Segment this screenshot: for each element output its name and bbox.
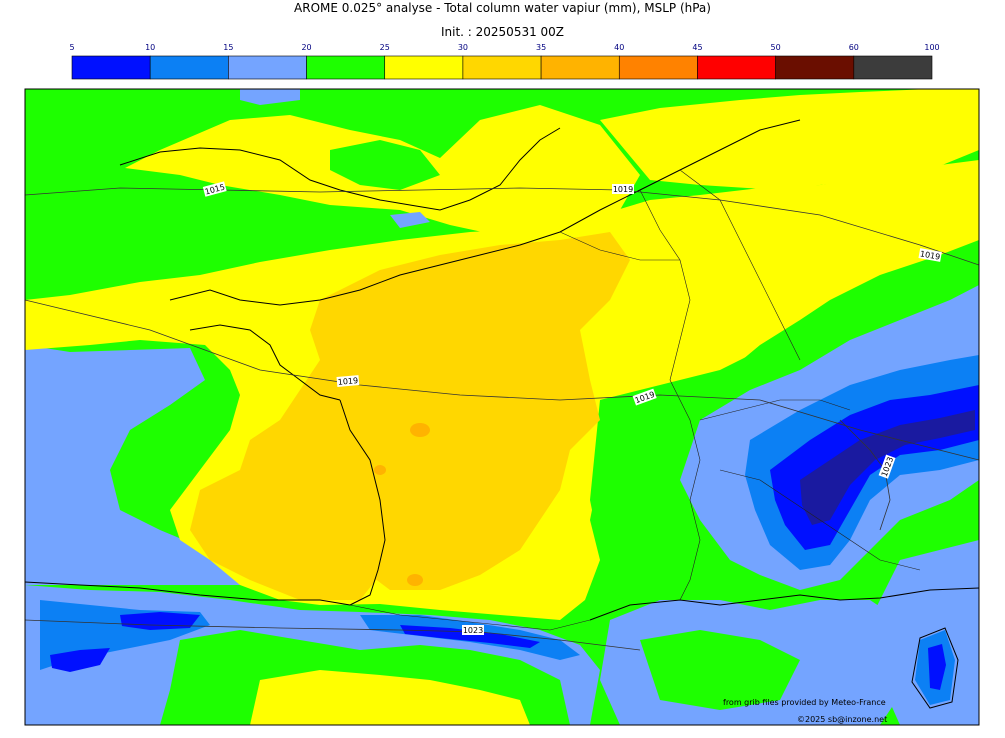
field-gold-core	[240, 232, 630, 590]
field-orange-spot-2	[407, 574, 423, 586]
border-france-spain	[349, 604, 591, 631]
colorbar-box	[853, 55, 933, 80]
coastline-med-france	[589, 587, 979, 621]
coastline-brittany	[189, 324, 341, 401]
border-germany	[679, 169, 801, 361]
credit-text: from grib files provided by Meteo-France	[723, 698, 886, 707]
colorbar-tick-label: 25	[380, 43, 390, 52]
colorbar-tick-label: 40	[614, 43, 624, 52]
isobar-label-text: 1019	[919, 249, 941, 261]
field-deepblue-cantabria-2	[120, 612, 200, 630]
colorbar-tick-label: 15	[223, 43, 233, 52]
isobar-label-text: 1019	[613, 185, 633, 194]
copyright-text: ©2025 sb@inzone.net	[797, 715, 887, 724]
border-france-east	[639, 189, 701, 601]
colorbar-tick-label: 30	[458, 43, 468, 52]
field-yellow-north-east	[600, 89, 979, 190]
field-lightblue-channel	[390, 212, 430, 228]
isobar-label: 1019	[918, 248, 942, 262]
isobar-label: 1023	[462, 625, 484, 635]
colorbar-tick-label: 35	[536, 43, 546, 52]
field-deepblue-cantabria	[50, 648, 110, 672]
coastline-biscay	[339, 399, 386, 606]
isobar-label: 1019	[612, 184, 634, 194]
isobar-label-text: 1023	[463, 626, 483, 635]
colorbar-tick-label: 45	[692, 43, 702, 52]
colorbar-boxes	[71, 55, 933, 80]
field-orange-spot-3	[374, 465, 386, 475]
colorbar-tick-labels: 5 10 15 20 25 30 35 40 45 50 60 100	[69, 43, 939, 52]
init-time: Init. : 20250531 00Z	[440, 25, 565, 39]
coastline-spain-north	[25, 581, 351, 606]
isobar-1023-south	[25, 619, 641, 651]
isobar-label-text: 1019	[337, 376, 358, 387]
isobar-1015-north	[25, 187, 979, 266]
colorbar-tick-label: 5	[69, 43, 74, 52]
field-green-uk-patch	[330, 140, 440, 190]
colorbar-tick-label: 60	[849, 43, 859, 52]
border-belgium	[559, 231, 680, 261]
colorbar-tick-label: 50	[771, 43, 781, 52]
coastline-france-north	[169, 119, 801, 306]
field-yellow-spain	[250, 670, 530, 725]
field-corsica-deep	[928, 644, 946, 690]
field-dark-alps-ridge	[800, 410, 975, 525]
isobar-label: 1019	[336, 375, 360, 387]
field-ocean-west	[25, 345, 240, 585]
isobar-1019-mid	[25, 299, 979, 461]
coastline-corsica	[911, 627, 959, 709]
map-frame	[24, 88, 980, 726]
map-title: AROME 0.025° analyse - Total column wate…	[294, 1, 711, 15]
coastline-uk	[119, 127, 561, 211]
field-green-med	[640, 630, 800, 710]
field-lightblue-uk-top	[240, 89, 300, 105]
field-orange-spot-1	[410, 423, 430, 437]
colorbar-legend: 5 10 15 20 25 30 35 40 45 50 60 100	[69, 43, 940, 80]
colorbar-tick-label: 20	[301, 43, 311, 52]
colorbar-tick-label: 10	[145, 43, 155, 52]
field-gold-west	[190, 470, 380, 600]
border-switzerland	[699, 399, 851, 421]
border-italy	[719, 469, 921, 571]
colorbar-tick-label: 100	[924, 43, 939, 52]
